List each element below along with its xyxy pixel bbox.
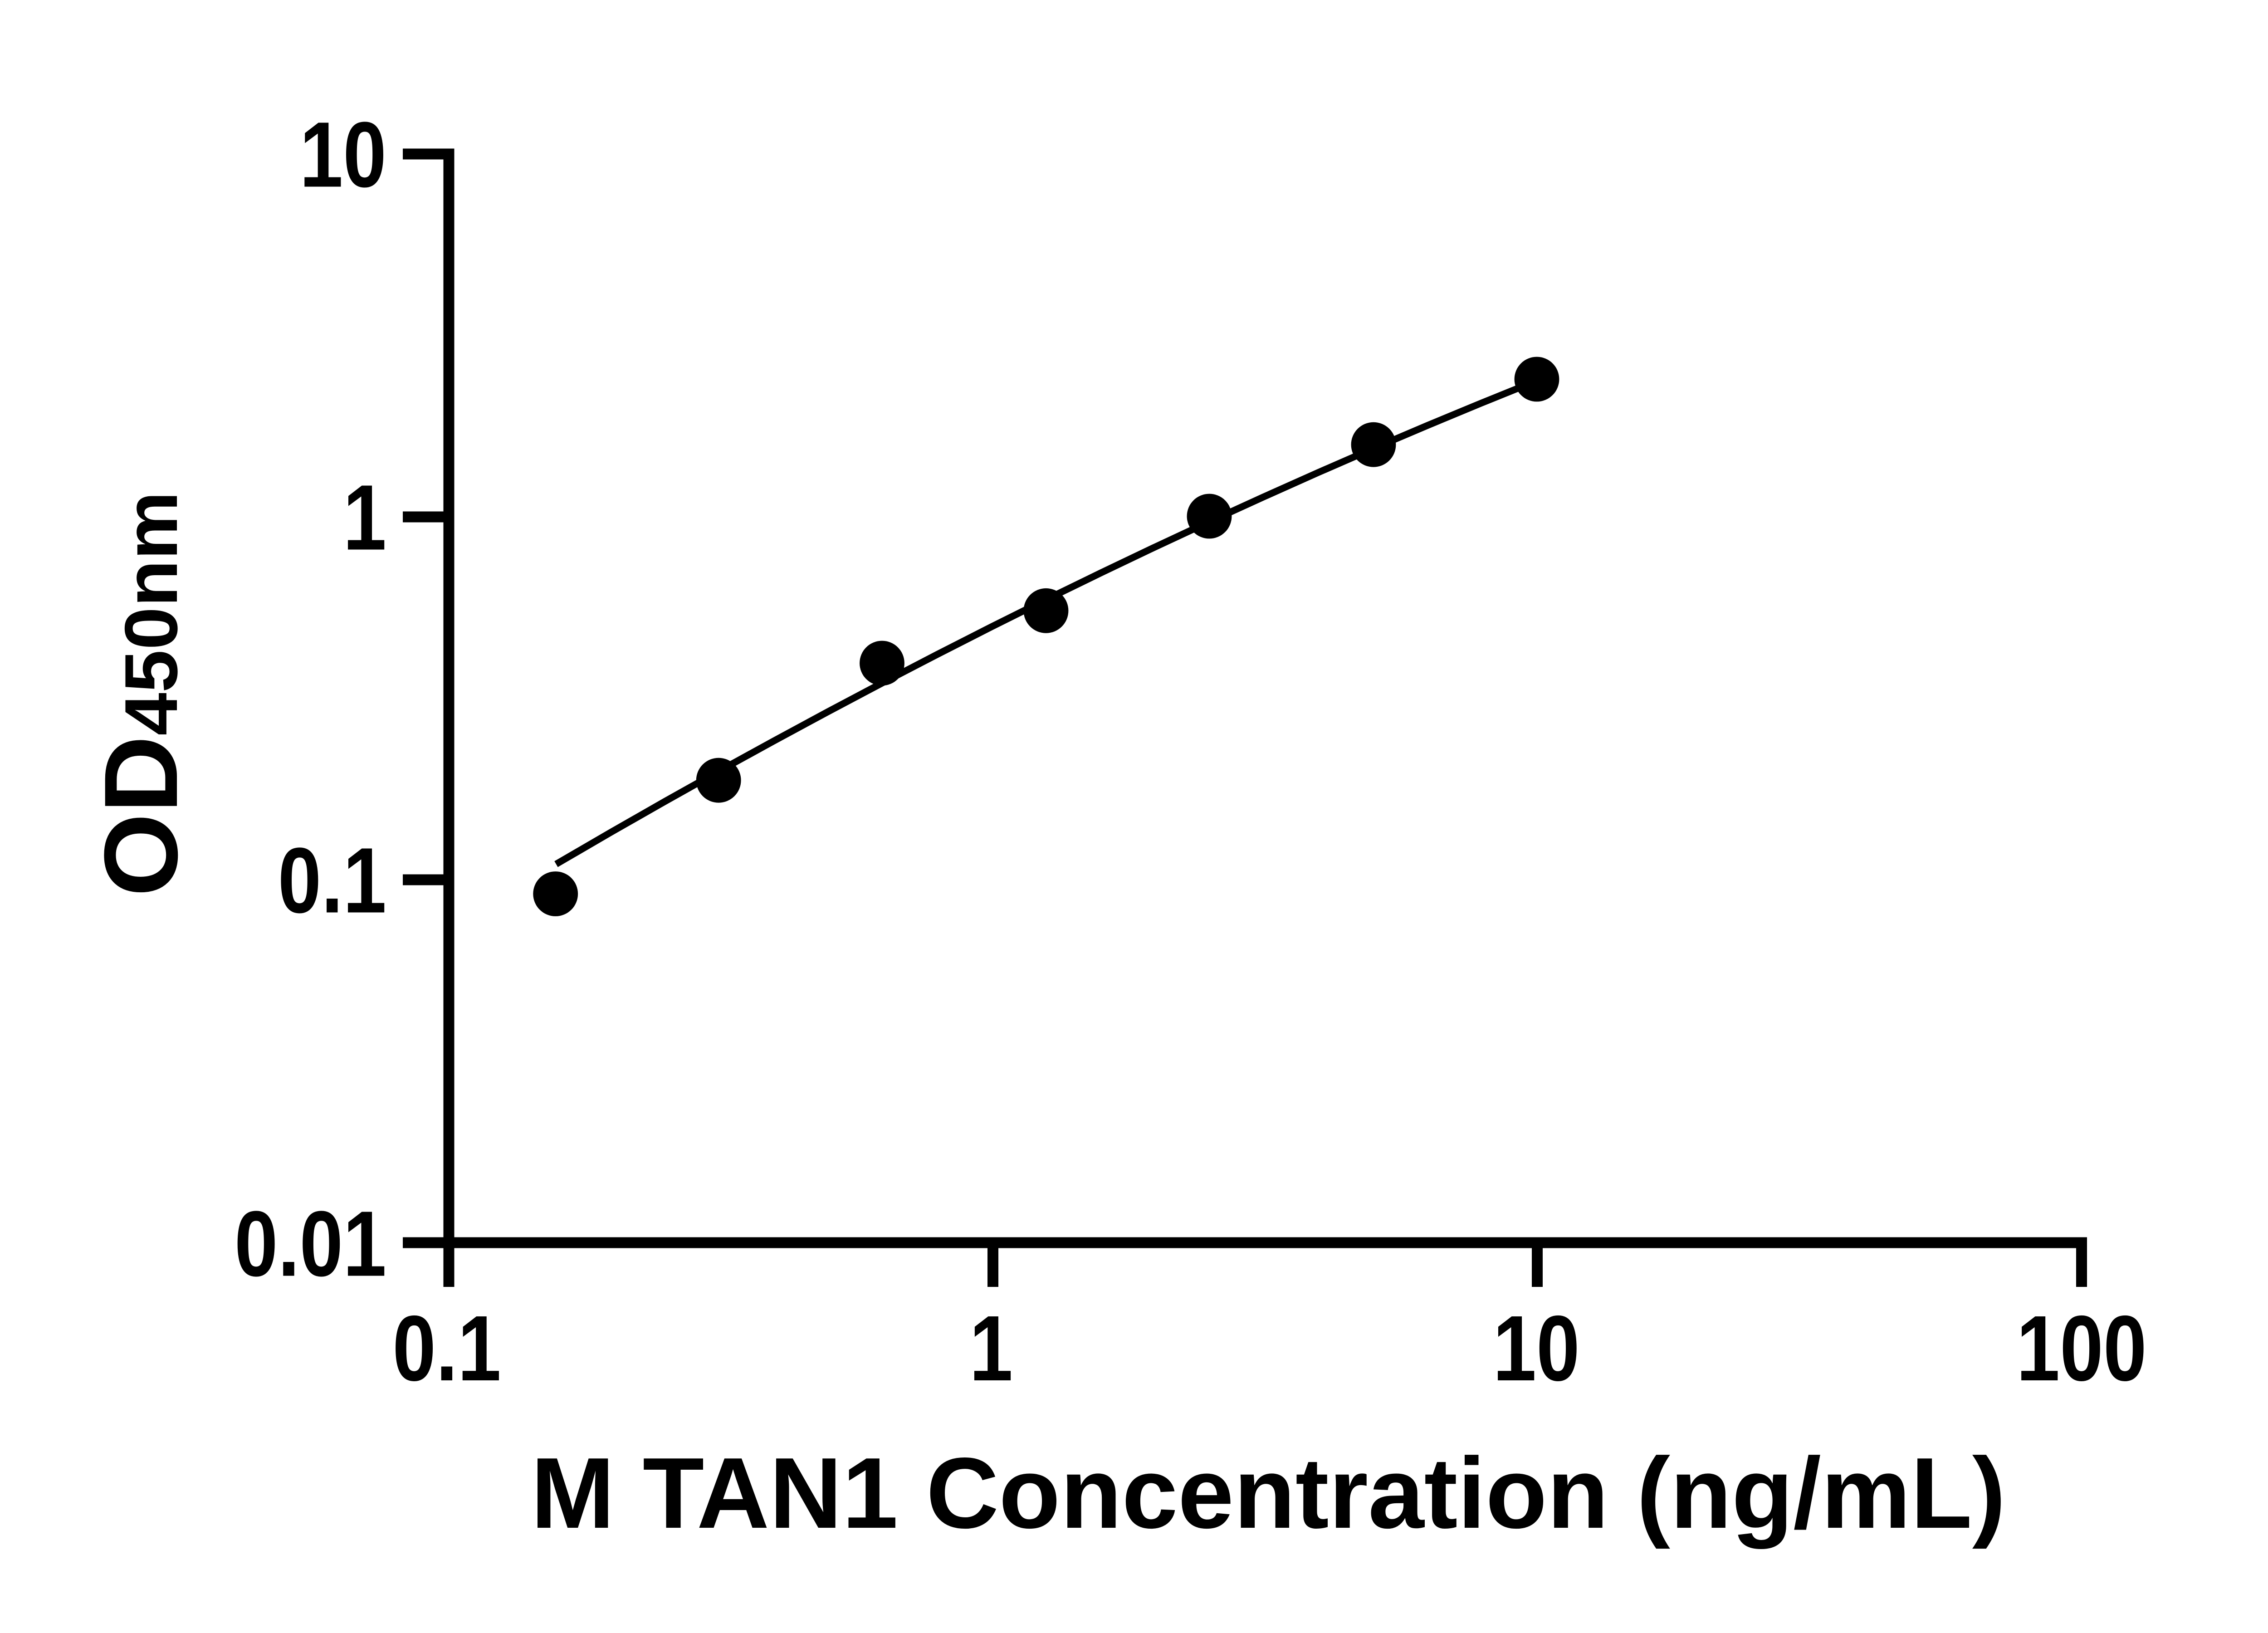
svg-text:M TAN1 Concentration (ng/mL): M TAN1 Concentration (ng/mL) [531,1437,2006,1550]
svg-text:0.1: 0.1 [278,829,386,932]
svg-text:1: 1 [343,466,386,569]
svg-text:10: 10 [299,103,386,206]
svg-text:100: 100 [2016,1297,2146,1400]
svg-text:0.1: 0.1 [392,1297,501,1400]
svg-text:1: 1 [969,1297,1013,1400]
svg-text:0.01: 0.01 [235,1192,386,1296]
svg-text:10: 10 [1493,1297,1580,1400]
